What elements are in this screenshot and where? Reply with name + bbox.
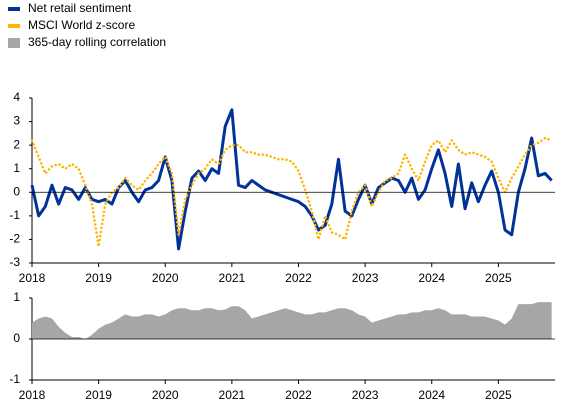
legend-label: 365-day rolling correlation xyxy=(28,35,166,49)
x-tick-label: 2025 xyxy=(485,271,512,285)
line xyxy=(30,108,553,251)
x-tick-label: 2020 xyxy=(152,388,179,402)
y-tick-label: 1 xyxy=(13,161,20,175)
area xyxy=(32,302,552,339)
y-tick-label: -1 xyxy=(9,208,20,222)
legend-swatch xyxy=(8,38,20,48)
x-tick-label: 2023 xyxy=(352,388,379,402)
x-tick-label: 2024 xyxy=(418,271,445,285)
x-tick-label: 2018 xyxy=(19,388,46,402)
legend-label: Net retail sentiment xyxy=(28,1,132,15)
y-tick-label: -3 xyxy=(9,255,20,269)
x-tick-label: 2025 xyxy=(485,388,512,402)
y-tick-label: -2 xyxy=(9,232,20,246)
x-tick-label: 2018 xyxy=(19,271,46,285)
x-tick-label: 2022 xyxy=(285,271,312,285)
x-tick-label: 2020 xyxy=(152,271,179,285)
y-tick-label: 1 xyxy=(13,290,20,304)
y-tick-label: 2 xyxy=(13,137,20,151)
y-tick-label: 0 xyxy=(13,184,20,198)
y-tick-label: 3 xyxy=(13,114,20,128)
x-tick-label: 2021 xyxy=(219,271,246,285)
y-tick-label: 0 xyxy=(13,331,20,345)
x-tick-label: 2022 xyxy=(285,388,312,402)
line xyxy=(30,136,553,248)
x-tick-label: 2024 xyxy=(418,388,445,402)
x-tick-label: 2019 xyxy=(85,271,112,285)
y-tick-label: 4 xyxy=(13,90,20,104)
x-tick-label: 2019 xyxy=(85,388,112,402)
x-tick-label: 2023 xyxy=(352,271,379,285)
legend-label: MSCI World z-score xyxy=(28,18,135,32)
x-tick-label: 2021 xyxy=(219,388,246,402)
y-tick-label: -1 xyxy=(9,372,20,386)
